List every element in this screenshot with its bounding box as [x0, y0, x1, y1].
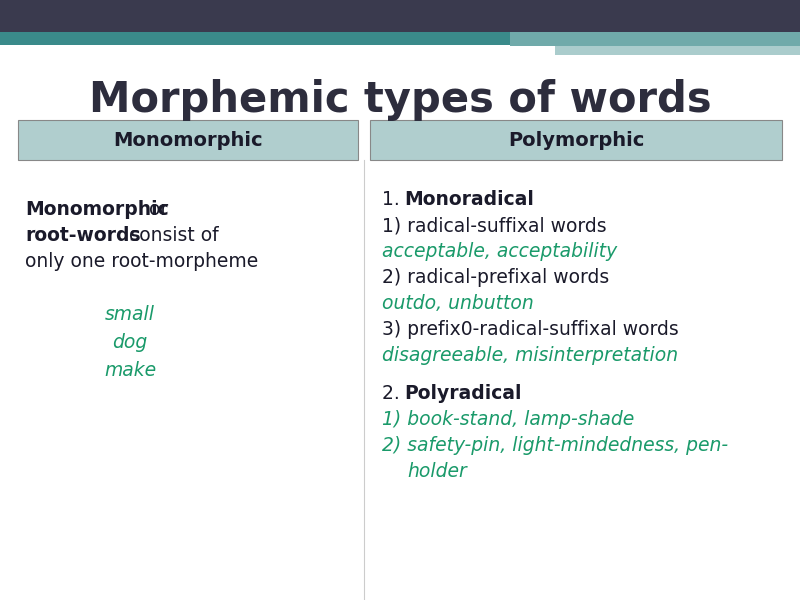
Text: dog: dog	[112, 333, 148, 352]
FancyBboxPatch shape	[0, 32, 510, 46]
Text: 2) safety-pin, light-mindedness, pen-: 2) safety-pin, light-mindedness, pen-	[382, 436, 728, 455]
Text: consist of: consist of	[123, 226, 218, 245]
Text: 2.: 2.	[382, 384, 406, 403]
Text: only one root-morpheme: only one root-morpheme	[25, 252, 258, 271]
Text: 1) radical-suffixal words: 1) radical-suffixal words	[382, 216, 606, 235]
FancyBboxPatch shape	[555, 46, 800, 55]
Text: or: or	[143, 200, 168, 219]
Text: 1.: 1.	[382, 190, 406, 209]
FancyBboxPatch shape	[370, 120, 782, 160]
Text: disagreeable, misinterpretation: disagreeable, misinterpretation	[382, 346, 678, 365]
FancyBboxPatch shape	[18, 120, 358, 160]
FancyBboxPatch shape	[0, 45, 510, 48]
Text: root-words: root-words	[25, 226, 141, 245]
Text: acceptable, acceptability: acceptable, acceptability	[382, 242, 618, 261]
Text: Monoradical: Monoradical	[404, 190, 534, 209]
Text: Monomorphic: Monomorphic	[25, 200, 169, 219]
FancyBboxPatch shape	[0, 0, 800, 32]
Text: Polyradical: Polyradical	[404, 384, 522, 403]
Text: make: make	[104, 361, 156, 380]
Text: Polymorphic: Polymorphic	[508, 130, 644, 149]
FancyBboxPatch shape	[510, 32, 800, 46]
Text: holder: holder	[407, 462, 466, 481]
Text: 1) book-stand, lamp-shade: 1) book-stand, lamp-shade	[382, 410, 634, 429]
Text: 3) prefix0-radical-suffixal words: 3) prefix0-radical-suffixal words	[382, 320, 678, 339]
Text: small: small	[105, 305, 155, 324]
Text: Monomorphic: Monomorphic	[113, 130, 263, 149]
Text: 2) radical-prefixal words: 2) radical-prefixal words	[382, 268, 610, 287]
Text: Morphemic types of words: Morphemic types of words	[89, 79, 711, 121]
Text: outdo, unbutton: outdo, unbutton	[382, 294, 534, 313]
